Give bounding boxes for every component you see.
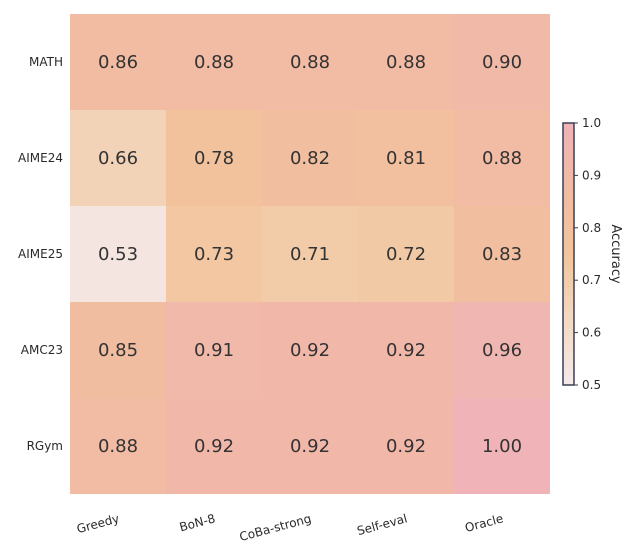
heatmap-cells: 0.86 0.88 0.88 0.88 0.90 0.66 0.78 0.82 0.81 0.88…	[70, 14, 550, 494]
heatmap-cell	[358, 14, 454, 110]
heatmap-cell	[70, 14, 166, 110]
heatmap-cell	[358, 110, 454, 206]
row-label: RGym	[27, 439, 63, 453]
cell-value-label: 0.71	[290, 244, 330, 265]
heatmap-cell	[70, 206, 166, 302]
heatmap-cell	[358, 302, 454, 398]
row-labels: MATH AIME24 AIME25 AMC23 RGym	[18, 55, 63, 453]
heatmap-cell	[262, 302, 358, 398]
cell-value-label: 0.88	[290, 52, 330, 73]
heatmap-cell	[358, 398, 454, 494]
cell-value-label: 0.53	[98, 244, 138, 265]
cell-value-label: 0.90	[482, 52, 522, 73]
row-label: AMC23	[21, 343, 63, 357]
heatmap-cell	[454, 110, 550, 206]
cell-value-label: 0.88	[194, 52, 234, 73]
heatmap-cell	[70, 110, 166, 206]
colorbar-gradient	[562, 122, 575, 386]
column-labels: Greedy BoN-8 CoBa-strong Self-eval Oracle	[75, 511, 505, 544]
cell-value-label: 0.92	[290, 340, 330, 361]
cell-value-label: 0.73	[194, 244, 234, 265]
heatmap-cell	[262, 14, 358, 110]
cell-value-label: 0.91	[194, 340, 234, 361]
cell-value-label: 0.66	[98, 148, 138, 169]
column-label: CoBa-strong	[238, 511, 313, 544]
cell-value-label: 0.88	[386, 52, 426, 73]
heatmap-cell	[70, 398, 166, 494]
cell-value-label: 0.96	[482, 340, 522, 361]
colorbar-tick-label: 0.7	[582, 273, 601, 287]
heatmap-cell	[166, 110, 262, 206]
heatmap-cell	[454, 14, 550, 110]
colorbar-tick-label: 0.6	[582, 326, 601, 340]
cell-value-label: 0.88	[98, 436, 138, 457]
cell-value-label: 0.86	[98, 52, 138, 73]
column-label: Greedy	[75, 511, 121, 536]
column-label: Oracle	[463, 511, 504, 535]
row-label: AIME24	[18, 151, 63, 165]
heatmap-cell	[70, 302, 166, 398]
heatmap-cell	[262, 110, 358, 206]
cell-value-label: 0.85	[98, 340, 138, 361]
heatmap-cell	[358, 206, 454, 302]
heatmap-cell	[166, 206, 262, 302]
column-label: Self-eval	[355, 511, 408, 538]
heatmap-cell	[166, 302, 262, 398]
cell-value-label: 0.72	[386, 244, 426, 265]
heatmap-cell	[166, 398, 262, 494]
colorbar-tick-label: 1.0	[582, 116, 601, 130]
heatmap-cell	[454, 398, 550, 494]
colorbar: 0.5 0.6 0.7 0.8 0.9 1.0 Accuracy	[562, 116, 623, 392]
colorbar-tick-label: 0.5	[582, 378, 601, 392]
colorbar-title: Accuracy	[608, 224, 623, 284]
cell-value-label: 0.81	[386, 148, 426, 169]
heatmap-cell	[262, 398, 358, 494]
heatmap-cell	[262, 206, 358, 302]
cell-value-label: 0.92	[386, 340, 426, 361]
cell-value-label: 0.83	[482, 244, 522, 265]
cell-value-label: 0.78	[194, 148, 234, 169]
column-label: BoN-8	[178, 511, 217, 534]
heatmap-cell	[166, 14, 262, 110]
row-label: MATH	[29, 55, 63, 69]
heatmap-cell	[454, 206, 550, 302]
heatmap-cell	[454, 302, 550, 398]
cell-value-label: 0.82	[290, 148, 330, 169]
row-label: AIME25	[18, 247, 63, 261]
cell-value-label: 0.92	[194, 436, 234, 457]
cell-value-label: 1.00	[482, 436, 522, 457]
cell-value-label: 0.92	[290, 436, 330, 457]
cell-value-label: 0.92	[386, 436, 426, 457]
cell-value-label: 0.88	[482, 148, 522, 169]
colorbar-tick-label: 0.8	[582, 221, 601, 235]
colorbar-tick-label: 0.9	[582, 168, 601, 182]
